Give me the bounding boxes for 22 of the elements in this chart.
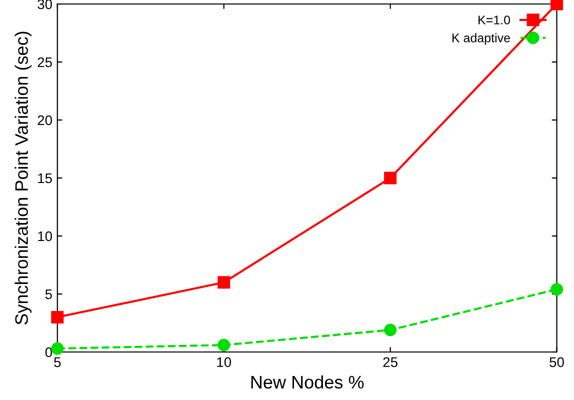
y-axis-title: Synchronization Point Variation (sec): [14, 32, 32, 325]
y-tick-label: 15: [38, 173, 52, 184]
y-tick-label: 20: [38, 115, 52, 126]
point: [51, 342, 64, 355]
y-tick-label: 10: [38, 231, 52, 242]
point: [550, 283, 564, 296]
point: [218, 338, 230, 352]
point: [384, 172, 397, 184]
x-tick-label: 25: [383, 357, 398, 368]
point: [550, 0, 564, 10]
y-tick-label: 25: [38, 57, 52, 68]
x-tick-label: 5: [54, 357, 61, 368]
legend-label: K adaptive: [452, 33, 510, 45]
x-axis-title: New Nodes %: [251, 375, 364, 389]
legend-label: K=1.0: [478, 16, 510, 24]
x-tick-label: 50: [550, 357, 564, 368]
x-tick-label: 10: [217, 357, 232, 368]
point: [218, 276, 230, 289]
point: [51, 310, 64, 324]
y-tick-label: 5: [45, 289, 52, 300]
y-tick-label: 0: [45, 347, 52, 358]
point: [384, 324, 397, 336]
